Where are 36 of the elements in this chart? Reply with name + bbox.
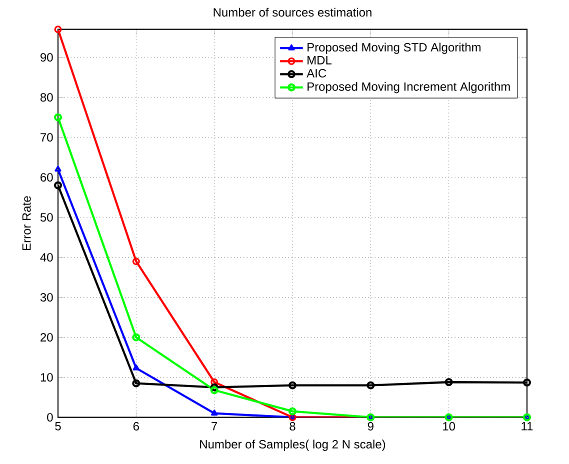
x-tick-label: 9 (368, 422, 374, 431)
point (210, 386, 218, 394)
y-tick-label: 40 (40, 253, 53, 262)
x-tick-label: 6 (133, 422, 139, 431)
point (444, 378, 453, 386)
x-tick-label: 7 (212, 422, 218, 430)
legend-label: MDL (308, 56, 332, 64)
point (210, 383, 218, 392)
x-tick-label: 5 (55, 422, 61, 430)
point (210, 378, 218, 386)
point (132, 258, 140, 266)
point (288, 381, 296, 390)
point (366, 381, 375, 390)
point (132, 333, 140, 342)
x-tick-label: 10 (443, 422, 456, 431)
point (210, 410, 218, 416)
legend-label: Proposed Moving STD Algorithm (308, 42, 480, 54)
x-tick-label: 8 (290, 422, 296, 431)
x-axis-title: Number of Samples( log 2 N scale) (200, 440, 386, 451)
point (132, 364, 140, 370)
point (132, 379, 140, 388)
y-tick-label: 30 (40, 293, 53, 302)
y-tick-label: 50 (40, 213, 53, 222)
legend-label: Proposed Moving Increment Algorithm (308, 82, 510, 94)
y-tick-label: 20 (40, 333, 53, 342)
legend-label: AIC (306, 68, 326, 78)
y-tick-label: 0 (47, 413, 53, 422)
y-tick-label: 80 (40, 93, 53, 102)
x-tick-label: 11 (522, 422, 533, 430)
point (288, 407, 296, 416)
y-tick-label: 70 (40, 133, 53, 142)
y-axis-title: Error Rate (22, 196, 31, 250)
y-tick-label: 10 (40, 373, 53, 382)
chart-title: Number of sources estimation (214, 8, 372, 17)
y-tick-label: 60 (40, 173, 53, 182)
y-tick-label: 90 (40, 53, 53, 62)
